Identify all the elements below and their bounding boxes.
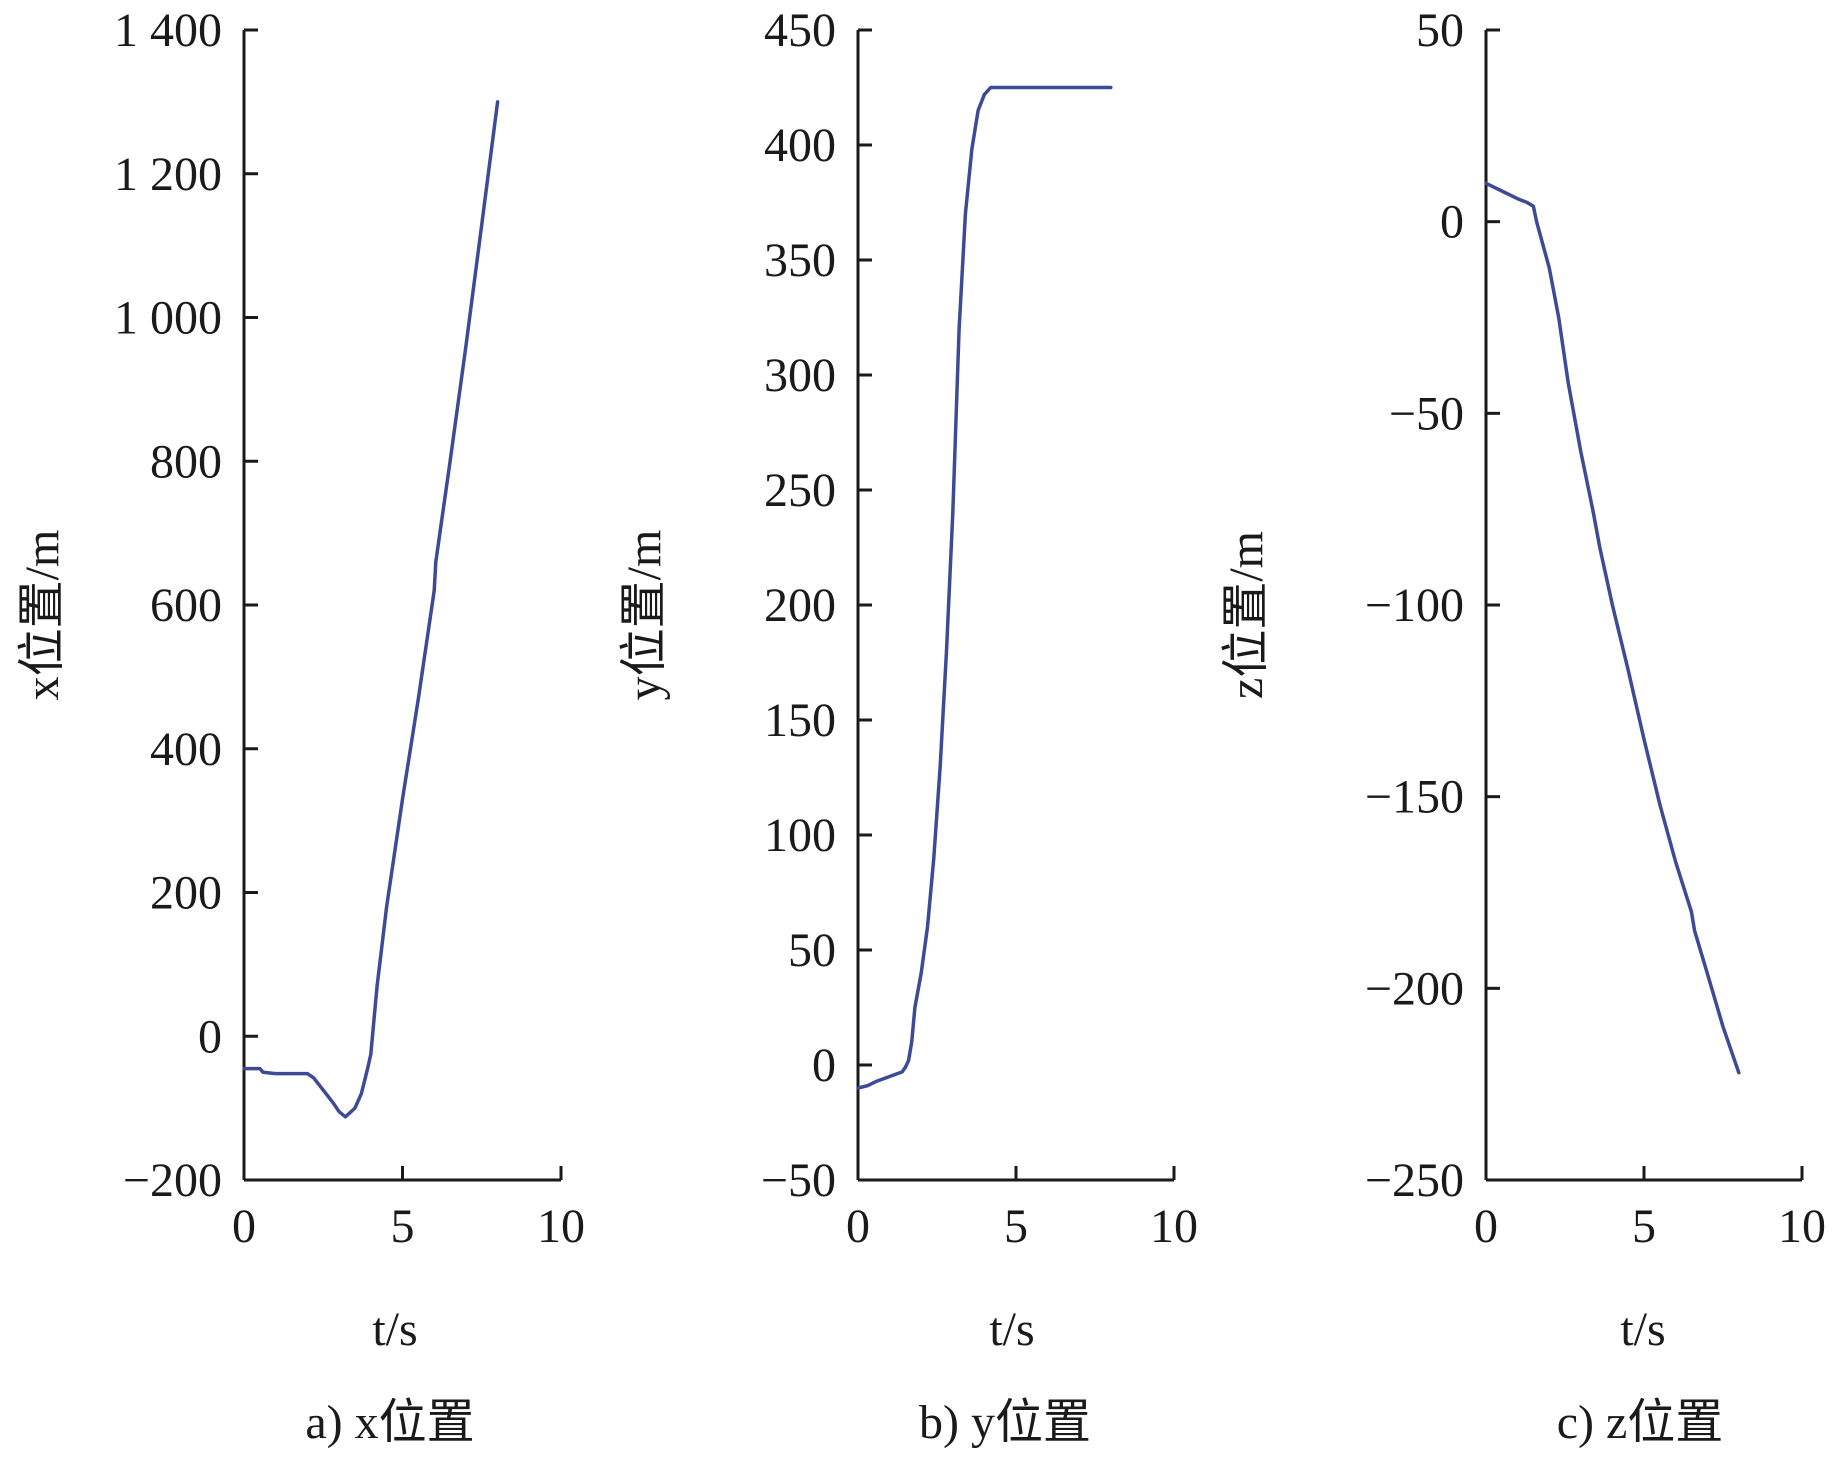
panel-z-y-tick-label: −200	[1365, 962, 1464, 1015]
panel-z-y-tick-label: −150	[1365, 771, 1464, 824]
panel-y-y-tick-label: 150	[764, 694, 836, 747]
panel-y-xlabel: t/s	[989, 1303, 1034, 1356]
panel-y-y-tick-label: 450	[764, 4, 836, 57]
panel-z-xlabel: t/s	[1620, 1303, 1665, 1356]
panel-x-y-tick-label: 600	[150, 579, 222, 632]
panel-z-x-tick-label: 5	[1632, 1200, 1656, 1253]
panel-z-y-tick-label: 50	[1416, 4, 1464, 57]
panel-x-series-line	[242, 100, 500, 1119]
panel-z-ylabel: z位置/m	[1220, 531, 1273, 699]
panel-y-y-tick-label: 0	[812, 1039, 836, 1092]
panel-y-x-tick-label: 0	[846, 1200, 870, 1253]
panel-x-y-tick-label: 800	[150, 435, 222, 488]
panel-y-y-tick-label: 50	[788, 924, 836, 977]
panel-z-series-line	[1484, 181, 1741, 1075]
panel-x-caption: a) x位置	[305, 1396, 474, 1449]
panel-z-y-tick-label: −250	[1365, 1154, 1464, 1207]
panel-y-y-tick-label: 200	[764, 579, 836, 632]
panel-x-y-tick-label: 200	[150, 867, 222, 920]
panel-y-series-line	[856, 85, 1113, 1090]
panel-x-y-tick-label: 1 400	[114, 4, 222, 57]
panel-y-y-tick-label: 350	[764, 234, 836, 287]
panel-y-x-tick-label: 10	[1150, 1200, 1198, 1253]
panel-y-y-tick-label: 250	[764, 464, 836, 517]
panel-x-y-tick-label: 0	[198, 1010, 222, 1063]
panel-y-x-tick-label: 5	[1004, 1200, 1028, 1253]
panel-z-y-tick-label: 0	[1440, 196, 1464, 249]
panel-y-caption: b) y位置	[919, 1396, 1091, 1449]
panel-x-ylabel: x位置/m	[16, 530, 69, 701]
panel-x-y-tick-label: 400	[150, 723, 222, 776]
panel-x-x-tick-label: 5	[391, 1200, 415, 1253]
panel-y-position: y位置/m t/s b) y位置 −5005010015020025030035…	[618, 4, 1198, 1449]
panel-z-caption: c) z位置	[1557, 1396, 1724, 1449]
panel-y-y-tick-label: 300	[764, 349, 836, 402]
panel-z-y-tick-label: −100	[1365, 579, 1464, 632]
panel-x-x-tick-label: 10	[537, 1200, 585, 1253]
panel-x-y-tick-label: 1 200	[114, 148, 222, 201]
panel-y-y-tick-label: −50	[761, 1154, 836, 1207]
panel-x-x-tick-label: 0	[232, 1200, 256, 1253]
panel-x-y-tick-label: −200	[123, 1154, 222, 1207]
panel-z-x-tick-label: 10	[1778, 1200, 1826, 1253]
panel-z-y-tick-label: −50	[1389, 387, 1464, 440]
panel-y-y-tick-label: 100	[764, 809, 836, 862]
panel-x-y-tick-label: 1 000	[114, 292, 222, 345]
panel-y-y-tick-label: 400	[764, 119, 836, 172]
panel-y-ylabel: y位置/m	[618, 530, 671, 701]
panel-x-xlabel: t/s	[372, 1303, 417, 1356]
panel-z-position: z位置/m t/s c) z位置 −250 −200 −150 −100 −50 0 50 0…	[1220, 4, 1826, 1449]
panel-z-x-tick-label: 0	[1474, 1200, 1498, 1253]
